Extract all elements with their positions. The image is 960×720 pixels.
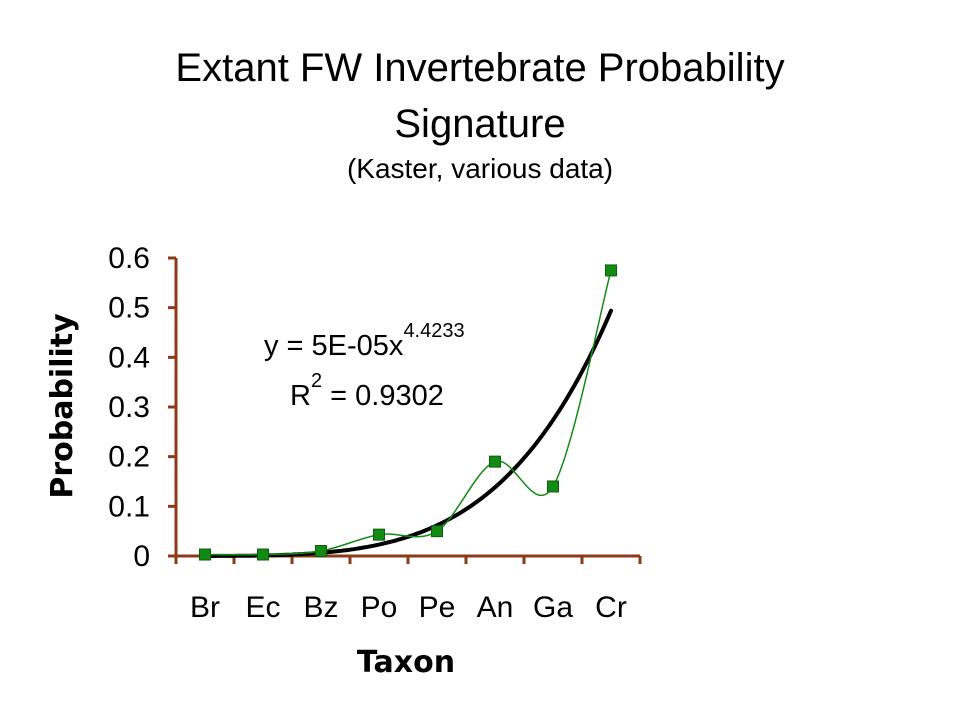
chart-title-line-1: Extant FW Invertebrate Probability: [175, 46, 785, 90]
r-squared-exponent: 2: [311, 370, 322, 392]
data-point-marker: [257, 548, 269, 561]
y-axis-title: Probability: [45, 313, 80, 499]
data-point-marker: [199, 548, 211, 561]
y-tick-label: 0.1: [108, 490, 150, 523]
series-line: [204, 270, 612, 556]
x-tick-label: Br: [190, 591, 220, 624]
data-point-marker: [431, 525, 443, 538]
y-tick-label: 0.3: [108, 391, 150, 424]
tick-labels: 0 0.1 0.2 0.3 0.4 0.5 0.6 Br Ec Bz Po Pe An Ga Cr: [108, 242, 627, 624]
r-squared-value: = 0.9302: [322, 380, 444, 412]
x-tick-label: An: [477, 591, 514, 624]
y-tick-label: 0: [133, 540, 150, 573]
x-tick-label: Po: [361, 591, 398, 624]
data-point-marker: [547, 480, 559, 493]
series-group: [199, 264, 617, 561]
x-tick-label: Pe: [419, 591, 456, 624]
trendline-equation-exponent: 4.4233: [403, 320, 464, 342]
y-tick-label: 0.5: [108, 292, 150, 325]
data-point-marker: [605, 264, 617, 277]
chart-title-line-2: Signature: [394, 102, 566, 146]
y-tick-label: 0.4: [108, 341, 150, 374]
y-tick-label: 0.2: [108, 441, 150, 474]
r-squared-label: R: [290, 380, 311, 412]
trendline-r-squared: R2 = 0.9302: [290, 370, 444, 412]
x-axis-title: Taxon: [357, 645, 455, 680]
trendline-equation-main: y = 5E-05x: [264, 330, 404, 362]
x-tick-label: Ga: [533, 591, 573, 624]
data-point-marker: [489, 455, 501, 468]
data-point-marker: [315, 545, 327, 558]
chart-subtitle: (Kaster, various data): [346, 153, 614, 184]
trendline-equation: y = 5E-05x4.4233: [264, 320, 465, 362]
x-tick-label: Ec: [245, 591, 280, 624]
x-tick-label: Bz: [303, 591, 338, 624]
y-tick-label: 0.6: [108, 242, 150, 275]
x-tick-label: Cr: [595, 591, 627, 624]
data-point-marker: [373, 528, 385, 541]
